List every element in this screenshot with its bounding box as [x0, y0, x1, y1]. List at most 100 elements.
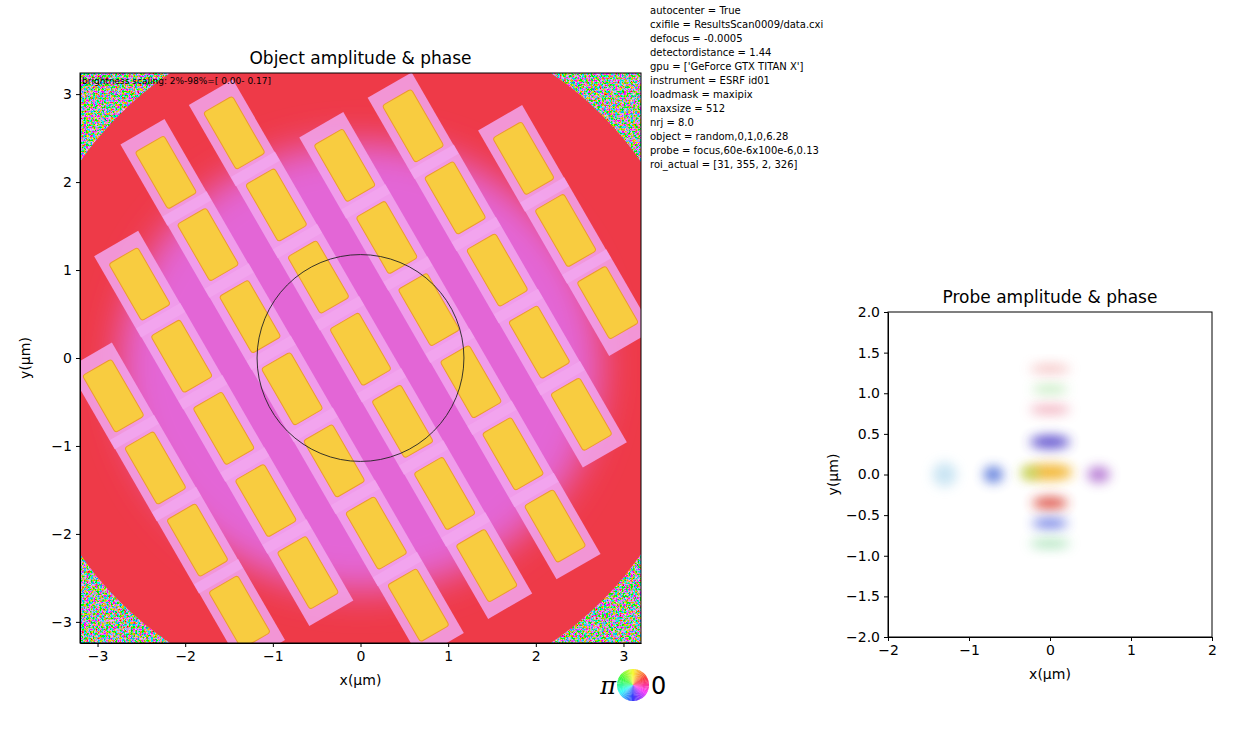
- tick-label: −2: [175, 648, 196, 664]
- tick-mark: [448, 643, 449, 647]
- parameter-line: detectordistance = 1.44: [650, 47, 771, 58]
- tick-mark: [1131, 637, 1132, 641]
- tick-label: 2.0: [858, 304, 880, 320]
- tick-label: 0: [63, 350, 72, 366]
- colorwheel-segment: [633, 685, 640, 700]
- parameter-line: object = random,0,1,0,6.28: [650, 131, 788, 142]
- tick-mark: [76, 534, 80, 535]
- tick: 1: [63, 262, 80, 278]
- tick: 1.5: [858, 345, 888, 361]
- tick-label: 2: [1208, 642, 1217, 658]
- tick-label: 0: [357, 648, 366, 664]
- tick: 3: [63, 86, 80, 102]
- tick-label: −2: [878, 642, 899, 658]
- tick: 1: [1127, 637, 1136, 658]
- tick: −0.5: [846, 507, 888, 523]
- tick: 0: [357, 643, 366, 664]
- colorwheel-segment: [630, 669, 633, 685]
- tick-mark: [273, 643, 274, 647]
- tick-label: −1.5: [846, 588, 880, 604]
- y-axis: −2.0−1.5−1.0−0.50.00.51.01.52.0: [846, 304, 889, 645]
- probe-lobe: [933, 462, 957, 486]
- tick: −2: [878, 637, 899, 658]
- colorwheel-label: π: [599, 672, 617, 700]
- tick: −2: [51, 526, 80, 542]
- colorwheel-segment: [617, 685, 633, 687]
- tick-label: −2: [51, 526, 72, 542]
- tick-mark: [1050, 637, 1051, 641]
- colorwheel-segment: [633, 685, 638, 700]
- tick-label: 0.0: [858, 466, 880, 482]
- parameter-line: nrj = 8.0: [650, 117, 694, 128]
- parameter-line: cxifile = ResultsScan0009/data.cxi: [650, 19, 823, 30]
- parameters: autocenter = True cxifile = ResultsScan00…: [650, 5, 823, 171]
- edge-noise: [80, 73, 641, 643]
- tick-label: −0.5: [846, 507, 880, 523]
- probe-lobe: [1030, 539, 1071, 549]
- tick-label: 1: [1127, 642, 1136, 658]
- image-background: [80, 73, 641, 643]
- tick: 2: [532, 643, 541, 664]
- tick: −1: [959, 637, 980, 658]
- tick-mark: [884, 556, 888, 557]
- tick-label: 2: [532, 648, 541, 664]
- tick: 0.5: [858, 426, 888, 442]
- tick-mark: [884, 475, 888, 476]
- probe-lobe: [1030, 364, 1071, 374]
- x-axis-title: x(µm): [1029, 666, 1071, 682]
- phase-colorwheel: π0: [599, 669, 666, 701]
- tick: −1: [263, 643, 284, 664]
- tick-label: −1: [959, 642, 980, 658]
- tick: −1.0: [846, 548, 888, 564]
- colorwheel-segment: [633, 685, 636, 701]
- tick-mark: [969, 637, 970, 641]
- annotation: brightness scaling: 2%-98%=[ 0.00- 0.17]: [82, 76, 271, 86]
- tick-mark: [884, 515, 888, 516]
- probe-lobe: [984, 466, 1003, 482]
- colorwheel-segment: [629, 669, 633, 685]
- probe-lobe: [1032, 497, 1068, 508]
- tick: 2: [63, 174, 80, 190]
- tick: 0: [1046, 637, 1055, 658]
- probe-lobe: [1032, 385, 1068, 393]
- tick-label: 2: [63, 174, 72, 190]
- tick-mark: [361, 643, 362, 647]
- probe-lobe: [1087, 466, 1110, 482]
- tick-mark: [623, 643, 624, 647]
- tick-mark: [884, 353, 888, 354]
- object-panel: −3−2−10123−3−2−10123Object amplitude & p…: [17, 48, 653, 688]
- tick-label: 3: [620, 648, 629, 664]
- probe-lobe: [1030, 436, 1071, 449]
- chart-title: Probe amplitude & phase: [943, 287, 1158, 307]
- y-axis: −3 −2 −1 0 1 2 3: [51, 74, 80, 644]
- tick-label: −2.0: [846, 629, 880, 645]
- tick-mark: [884, 637, 888, 638]
- probe-panel: −2−1012−2.0−1.5−1.0−0.50.00.51.01.52.0Pr…: [825, 287, 1217, 682]
- y-axis-title: y(µm): [17, 337, 33, 379]
- tick: 2: [1208, 637, 1217, 658]
- tick-label: −1: [51, 438, 72, 454]
- parameter-line: autocenter = True: [650, 5, 741, 16]
- tick: −2.0: [846, 629, 888, 645]
- tick-mark: [76, 94, 80, 95]
- tick-label: 1.5: [858, 345, 880, 361]
- x-axis-title: x(µm): [340, 672, 382, 688]
- parameter-line: roi_actual = [31, 355, 2, 326]: [650, 159, 798, 171]
- tick: −1: [51, 438, 80, 454]
- chart-title: Object amplitude & phase: [249, 48, 471, 68]
- parameter-line: loadmask = maxipix: [650, 89, 753, 100]
- colorwheel-segment: [633, 681, 649, 685]
- colorwheel-segment: [628, 670, 633, 685]
- tick-mark: [1212, 637, 1213, 641]
- colorwheel-segment: [633, 684, 649, 686]
- colorwheel-segment: [618, 685, 633, 690]
- parameter-line: probe = focus,60e-6x100e-6,0.13: [650, 145, 819, 156]
- colorwheel-segment: [633, 685, 637, 701]
- tick-mark: [884, 312, 888, 313]
- colorwheel-segment: [617, 685, 633, 689]
- probe-lobe: [1032, 518, 1068, 528]
- colorwheel-segment: [632, 669, 634, 685]
- tick-label: −3: [51, 614, 72, 630]
- tick: 2.0: [858, 304, 888, 320]
- tick-mark: [536, 643, 537, 647]
